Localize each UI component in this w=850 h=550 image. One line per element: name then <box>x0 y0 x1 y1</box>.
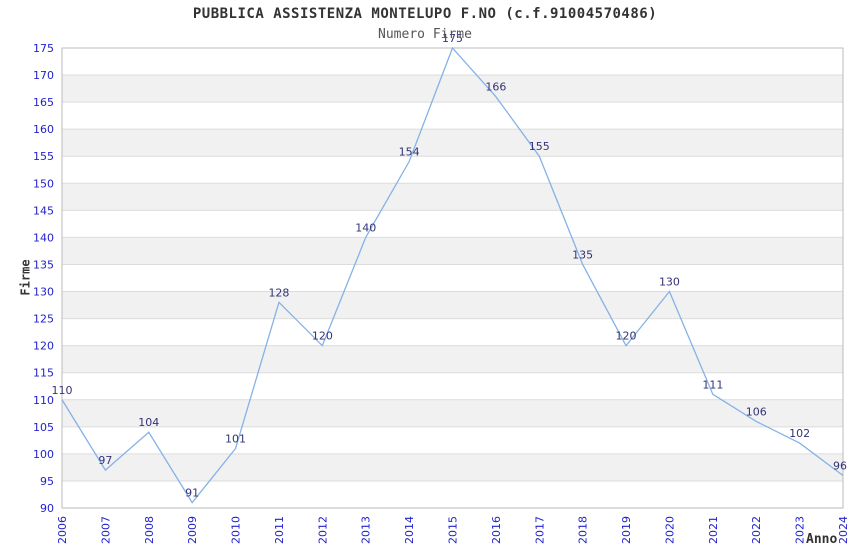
y-tick-label: 140 <box>33 231 54 244</box>
background-band <box>62 75 843 103</box>
data-label: 120 <box>312 330 333 343</box>
y-axis-title: Firme <box>18 259 33 296</box>
x-tick-label: 2010 <box>230 516 243 544</box>
x-tick-label: 2019 <box>620 516 633 544</box>
background-band <box>62 345 843 373</box>
x-tick-label: 2017 <box>533 516 546 544</box>
y-tick-label: 175 <box>33 42 54 55</box>
data-label: 101 <box>225 432 246 445</box>
data-label: 128 <box>268 286 289 299</box>
background-band <box>62 453 843 481</box>
y-tick-label: 90 <box>40 502 54 515</box>
data-label: 154 <box>399 146 420 159</box>
y-tick-label: 110 <box>33 394 54 407</box>
y-tick-label: 135 <box>33 258 54 271</box>
x-tick-label: 2007 <box>99 516 112 544</box>
y-tick-label: 115 <box>33 367 54 380</box>
data-label: 104 <box>138 416 159 429</box>
x-tick-label: 2023 <box>794 516 807 544</box>
y-tick-label: 160 <box>33 123 54 136</box>
x-tick-label: 2014 <box>403 516 416 544</box>
data-label: 135 <box>572 248 593 261</box>
x-axis-title: Anno <box>806 532 838 547</box>
data-label: 130 <box>659 276 680 289</box>
y-tick-label: 120 <box>33 340 54 353</box>
x-tick-label: 2012 <box>316 516 329 544</box>
data-label: 111 <box>702 378 723 391</box>
data-line <box>61 46 844 504</box>
x-tick-label: 2011 <box>273 516 286 544</box>
y-tick-label: 95 <box>40 475 54 488</box>
x-tick-label: 2008 <box>143 516 156 544</box>
x-tick-label: 2015 <box>447 516 460 544</box>
x-tick-label: 2006 <box>56 516 69 544</box>
x-tick-label: 2009 <box>186 516 199 544</box>
data-label: 140 <box>355 221 376 234</box>
y-tick-label: 165 <box>33 96 54 109</box>
data-label: 175 <box>442 32 463 45</box>
chart-title: PUBBLICA ASSISTENZA MONTELUPO F.NO (c.f.… <box>192 6 658 22</box>
x-tick-label: 2024 <box>837 516 850 544</box>
y-tick-label: 130 <box>33 286 54 299</box>
background-band <box>62 183 843 211</box>
background-band <box>62 237 843 265</box>
background-band <box>62 399 843 427</box>
data-label: 120 <box>616 330 637 343</box>
plot-border <box>61 47 844 509</box>
background-band <box>62 291 843 319</box>
y-tick-label: 100 <box>33 448 54 461</box>
x-tick-label: 2018 <box>577 516 590 544</box>
data-label: 106 <box>746 405 767 418</box>
x-tick-label: 2016 <box>490 516 503 544</box>
x-tick-label: 2013 <box>360 516 373 544</box>
y-tick-label: 105 <box>33 421 54 434</box>
y-tick-label: 125 <box>33 313 54 326</box>
data-label: 110 <box>52 384 73 397</box>
y-tick-label: 170 <box>33 69 54 82</box>
data-label: 91 <box>185 487 199 500</box>
y-tick-label: 145 <box>33 204 54 217</box>
data-label: 96 <box>833 460 847 473</box>
x-tick-label: 2022 <box>750 516 763 544</box>
background-band <box>62 129 843 157</box>
data-label: 102 <box>789 427 810 440</box>
data-label: 97 <box>98 454 112 467</box>
chart-subtitle: Numero Firme <box>378 27 472 42</box>
y-tick-label: 150 <box>33 177 54 190</box>
data-label: 155 <box>529 140 550 153</box>
y-tick-label: 155 <box>33 150 54 163</box>
x-tick-label: 2021 <box>707 516 720 544</box>
x-tick-label: 2020 <box>663 516 676 544</box>
data-label: 166 <box>485 81 506 94</box>
